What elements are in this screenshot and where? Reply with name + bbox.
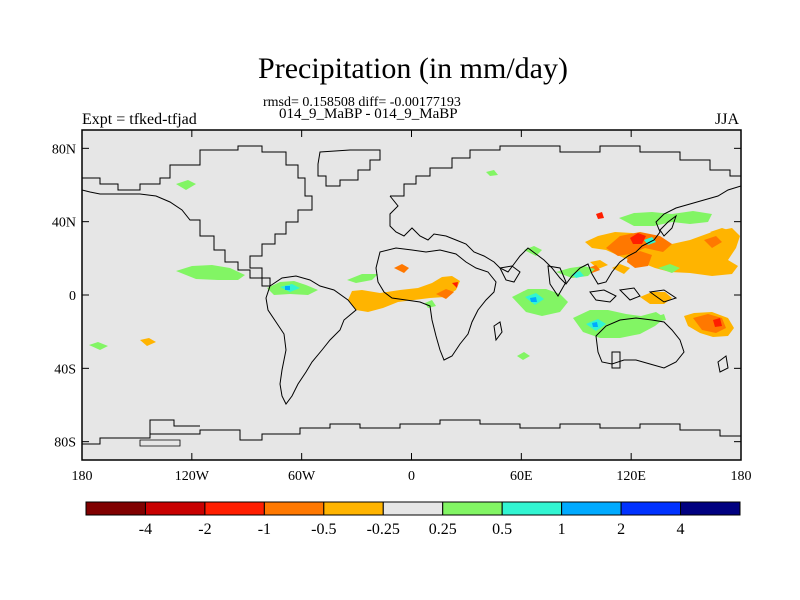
- colorbar-swatch: [85, 501, 146, 516]
- lat-tick-label: 40N: [52, 216, 76, 231]
- lat-tick-label: 0: [69, 289, 76, 304]
- colorbar-label: -4: [139, 521, 152, 538]
- lon-tick-label: 120E: [616, 469, 646, 484]
- colorbar-label: 2: [617, 521, 625, 538]
- colorbar-label: -2: [198, 521, 211, 538]
- lat-tick-label: 40S: [54, 362, 76, 377]
- colorbar-label: 1: [558, 521, 566, 538]
- plot-title: Precipitation (in mm/day): [258, 52, 568, 85]
- colorbar-swatch: [263, 501, 325, 516]
- colorbar-label: -0.25: [367, 521, 400, 538]
- lat-tick-label: 80S: [54, 436, 76, 451]
- axis-ticks: 80N 40N 0 40S 80S 180 120W 60W 0 60E 120E 180: [52, 130, 752, 484]
- anomaly-fills: [89, 170, 740, 360]
- colorbar-swatch: [382, 501, 444, 516]
- lon-tick-label: 180: [72, 469, 93, 484]
- lon-tick-label: 0: [408, 469, 415, 484]
- lat-tick-label: 80N: [52, 142, 76, 157]
- colorbar-swatch: [144, 501, 206, 516]
- colorbar-swatch: [620, 501, 682, 516]
- stats-line: rmsd= 0.158508 diff= -0.00177193: [263, 95, 461, 110]
- lon-tick-label: 180: [731, 469, 752, 484]
- cases-line: 014_9_MaBP - 014_9_MaBP: [279, 106, 458, 122]
- colorbar-swatch: [561, 501, 622, 516]
- colorbar-label: -0.5: [311, 521, 336, 538]
- season-label: JJA: [715, 111, 740, 128]
- coastlines: [82, 145, 741, 447]
- colorbar-swatch: [501, 501, 563, 516]
- colorbar-label: 0.25: [429, 521, 457, 538]
- lon-tick-label: 120W: [175, 469, 210, 484]
- lon-tick-label: 60E: [510, 469, 533, 484]
- lon-tick-label: 60W: [288, 469, 316, 484]
- colorbar: -4 -2 -1 -0.5 -0.25 0.25 0.5 1 2 4: [85, 501, 741, 538]
- colorbar-swatch: [680, 501, 741, 516]
- colorbar-swatch: [442, 501, 503, 516]
- colorbar-swatch: [204, 501, 265, 516]
- colorbar-label: 0.5: [492, 521, 512, 538]
- colorbar-swatch: [323, 501, 384, 516]
- colorbar-label: -1: [258, 521, 271, 538]
- experiment-label: Expt = tfked-tfjad: [82, 111, 197, 128]
- colorbar-label: 4: [677, 521, 685, 538]
